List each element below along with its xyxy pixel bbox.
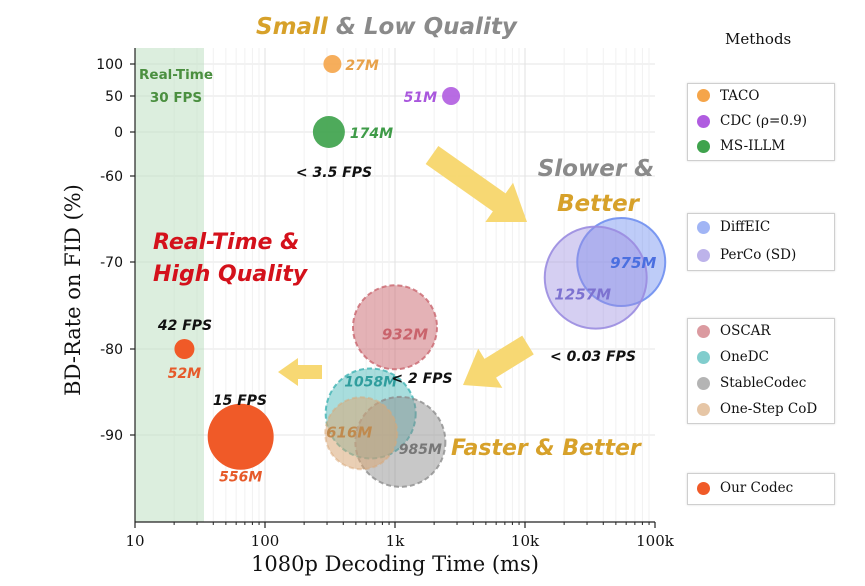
axes: 10 100 1k 10k 100k 100 50 0 -60 -70 -80 -90 1080p De… bbox=[61, 48, 675, 576]
legend-item: Our Codec bbox=[688, 480, 793, 496]
legend-marker bbox=[697, 89, 710, 103]
legend-label: DiffEIC bbox=[720, 219, 771, 235]
legend-item: TACO bbox=[688, 88, 759, 104]
annotation-fps-0-03: < 0.03 FPS bbox=[550, 349, 636, 365]
x-tick-label: 1k bbox=[386, 532, 406, 550]
annotation-high-quality: High Quality bbox=[153, 262, 309, 287]
legend-group: DiffEIC PerCo (SD) bbox=[687, 213, 835, 271]
x-tick-label: 10 bbox=[125, 532, 144, 550]
legend-item: CDC (ρ=0.9) bbox=[688, 113, 807, 129]
legend-marker bbox=[697, 376, 710, 390]
x-tick-label: 100k bbox=[636, 532, 675, 550]
annotation-better: Better bbox=[557, 191, 641, 217]
legend-marker bbox=[697, 481, 710, 495]
arrow-slower-better bbox=[425, 146, 527, 223]
legend-marker bbox=[697, 220, 710, 234]
arrow-realtime bbox=[278, 358, 322, 386]
legend-item: One-Step CoD bbox=[688, 401, 817, 417]
point-ms-illm bbox=[312, 116, 345, 148]
legend-label: Our Codec bbox=[720, 480, 794, 496]
y-tick-label: -70 bbox=[100, 255, 123, 271]
legend-group: Our Codec bbox=[687, 473, 835, 505]
point-our-codec bbox=[174, 339, 195, 359]
point-label: 51M bbox=[404, 90, 437, 106]
point-our-codec bbox=[207, 403, 274, 470]
legend-label: StableCodec bbox=[720, 375, 807, 391]
point-one-step-cod bbox=[324, 396, 399, 471]
annotation-fps-15: 15 FPS bbox=[213, 393, 267, 409]
realtime-band bbox=[135, 48, 204, 522]
legend-marker bbox=[697, 324, 710, 338]
annotation-small-low-quality: Small & Low Quality bbox=[256, 14, 518, 40]
point-perco-sd bbox=[543, 225, 648, 330]
arrows bbox=[278, 146, 534, 388]
legend-marker bbox=[697, 248, 710, 262]
legend-marker bbox=[697, 350, 710, 364]
y-tick-label: -90 bbox=[100, 428, 123, 444]
legend-title: Methods bbox=[725, 30, 792, 48]
point-label: 52M bbox=[168, 366, 201, 382]
point-oscar bbox=[352, 284, 438, 371]
legend-label: TACO bbox=[720, 87, 760, 104]
point-label: 174M bbox=[350, 126, 393, 142]
legend-marker bbox=[697, 139, 710, 153]
annotation-30fps: 30 FPS bbox=[150, 90, 202, 106]
y-tick-label: 0 bbox=[114, 125, 123, 141]
x-axis-label: 1080p Decoding Time (ms) bbox=[251, 552, 539, 576]
y-axis-label: BD-Rate on FID (%) bbox=[61, 184, 85, 396]
annotation-fps-42: 42 FPS bbox=[157, 318, 212, 334]
point-label: 556M bbox=[219, 470, 262, 486]
legend-item: DiffEIC bbox=[688, 219, 770, 235]
annotations: 27M 51M 174M 975M 1257M 932M 1058M 985M 616M 52M 5… bbox=[139, 14, 656, 486]
legend-marker bbox=[697, 402, 710, 416]
legend-item: StableCodec bbox=[688, 375, 806, 391]
legend-item: PerCo (SD) bbox=[688, 247, 796, 263]
point-cdc-0-9 bbox=[442, 87, 461, 105]
annotation-fps-2: < 2 FPS bbox=[391, 371, 452, 387]
annotation-fps-3-5: < 3.5 FPS bbox=[296, 165, 372, 181]
point-label: 932M bbox=[382, 325, 428, 343]
y-tick-label: 100 bbox=[96, 57, 123, 73]
legend-label: One-Step CoD bbox=[720, 401, 818, 417]
point-label: 1058M bbox=[344, 375, 397, 391]
legend-marker bbox=[697, 114, 710, 128]
legend-label: CDC (ρ=0.9) bbox=[720, 113, 808, 129]
legend-group: OSCAR OneDC StableCodec One-Step CoD bbox=[687, 318, 835, 424]
x-tick-label: 10k bbox=[511, 532, 540, 550]
y-tick-label: 50 bbox=[105, 89, 123, 105]
legend-item: MS-ILLM bbox=[688, 138, 785, 154]
annotation-faster-better: Faster & Better bbox=[451, 436, 642, 461]
data-points bbox=[174, 55, 667, 488]
y-tick-label: -80 bbox=[100, 342, 123, 358]
legend-label: PerCo (SD) bbox=[720, 247, 797, 263]
legend-label: MS-ILLM bbox=[720, 138, 786, 155]
legend-item: OSCAR bbox=[688, 323, 771, 339]
legend-item: OneDC bbox=[688, 349, 769, 365]
arrow-faster-better bbox=[463, 335, 534, 388]
point-label: 975M bbox=[610, 254, 656, 272]
point-taco bbox=[323, 55, 342, 73]
point-label: 985M bbox=[399, 442, 442, 458]
point-diffeic bbox=[576, 217, 667, 307]
legend-label: OSCAR bbox=[720, 323, 771, 339]
point-label: 1257M bbox=[554, 286, 611, 304]
annotation-slower: Slower & bbox=[538, 156, 655, 182]
x-tick-label: 100 bbox=[251, 532, 280, 550]
y-tick-label: -60 bbox=[100, 169, 123, 185]
legend-group: TACO CDC (ρ=0.9) MS-ILLM bbox=[687, 83, 835, 161]
point-label: 27M bbox=[345, 58, 378, 74]
annotation-realtime: Real-Time & bbox=[153, 230, 299, 255]
point-label: 616M bbox=[326, 423, 372, 441]
annotation-realtime-band: Real-Time bbox=[139, 67, 213, 83]
legend-label: OneDC bbox=[720, 349, 769, 365]
